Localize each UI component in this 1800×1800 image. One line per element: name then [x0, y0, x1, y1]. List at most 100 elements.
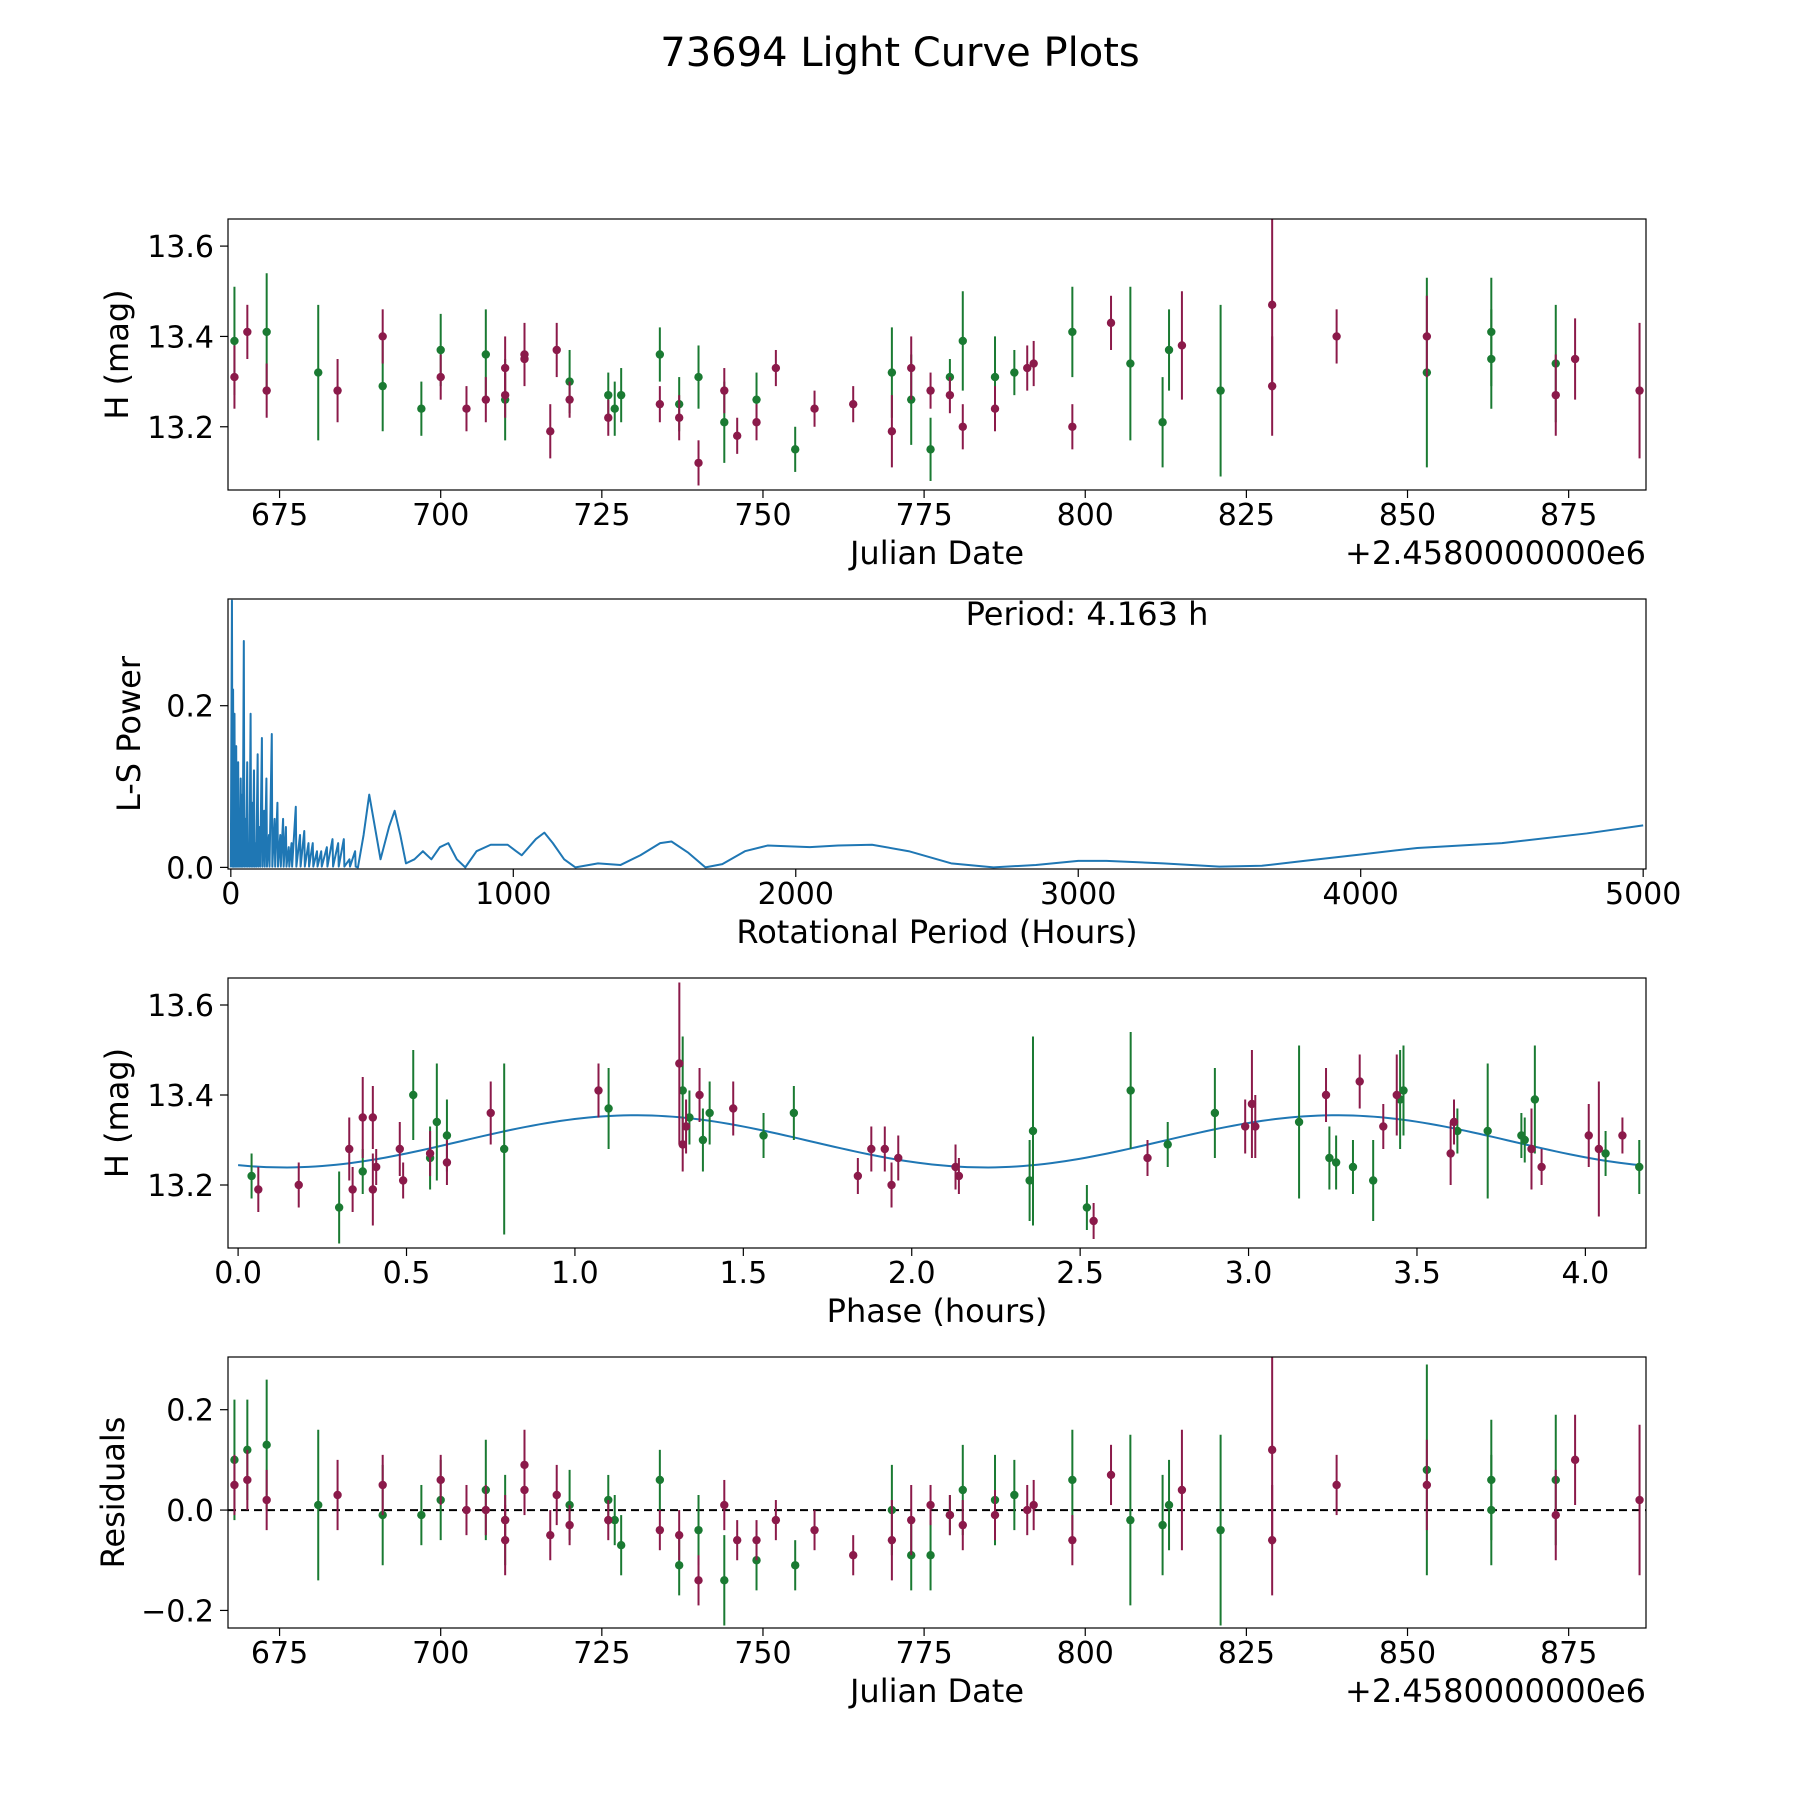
- data-point-maroon: [368, 1113, 378, 1122]
- plot-frame: [227, 1356, 1647, 1629]
- data-point-maroon: [294, 1180, 303, 1190]
- data-point-green: [1028, 1126, 1038, 1136]
- data-point-green: [958, 336, 967, 346]
- data-point-green: [1487, 1505, 1496, 1515]
- data-point-maroon: [552, 345, 561, 355]
- data-point-maroon: [1618, 1131, 1627, 1140]
- data-point-green: [1164, 1500, 1174, 1510]
- data-point-maroon: [1551, 1510, 1560, 1520]
- data-point-maroon: [552, 1490, 561, 1500]
- data-point-maroon: [1029, 1500, 1038, 1510]
- y-tick-label: 0.0: [166, 1494, 214, 1529]
- data-point-green: [1216, 386, 1225, 395]
- period-annotation: Period: 4.163 h: [966, 595, 1209, 633]
- data-point-maroon: [958, 1520, 967, 1530]
- data-point-green: [752, 395, 761, 404]
- x-tick-label: 0: [221, 877, 240, 912]
- data-point-green: [1325, 1153, 1334, 1163]
- x-tick-label: 700: [412, 1636, 469, 1671]
- data-point-maroon: [720, 386, 729, 395]
- data-point-maroon: [1106, 1470, 1116, 1480]
- x-tick-label: 1.5: [719, 1256, 767, 1291]
- data-point-green: [705, 1108, 714, 1118]
- data-point-green: [678, 1086, 687, 1095]
- data-point-maroon: [1267, 300, 1277, 310]
- data-point-maroon: [849, 1551, 858, 1560]
- residuals-panel: 675 700 725 750 775 800 825 850 875 −0.2 0.0 0.2 Jul…: [94, 1356, 1647, 1710]
- x-tick-label: 725: [573, 498, 630, 533]
- data-point-maroon: [565, 395, 574, 404]
- data-point-maroon: [500, 390, 510, 400]
- data-point-maroon: [481, 395, 491, 404]
- data-point-maroon: [500, 1515, 510, 1525]
- y-tick-label: 0.2: [166, 1394, 214, 1429]
- data-point-green: [1158, 1520, 1167, 1530]
- data-point-maroon: [1422, 1480, 1432, 1490]
- data-point-maroon: [945, 1510, 955, 1520]
- data-point-maroon: [1029, 359, 1038, 368]
- data-point-maroon: [333, 386, 342, 395]
- data-point-maroon: [732, 1535, 742, 1545]
- data-point-green: [334, 1203, 344, 1212]
- data-point-green: [1348, 1162, 1358, 1172]
- data-point-green: [1294, 1117, 1304, 1127]
- data-point-maroon: [395, 1144, 404, 1154]
- data-point-green: [378, 381, 387, 391]
- data-point-green: [247, 1171, 256, 1181]
- data-point-maroon: [894, 1153, 903, 1163]
- data-point-maroon: [867, 1144, 876, 1154]
- x-axis-label: Julian Date: [848, 534, 1024, 572]
- data-point-green: [926, 1551, 935, 1560]
- data-point-maroon: [1635, 1495, 1644, 1505]
- data-point-green: [698, 1135, 708, 1145]
- data-point-maroon: [333, 1490, 342, 1500]
- data-point-maroon: [958, 422, 967, 431]
- data-point-maroon: [1267, 1535, 1277, 1545]
- plot-frame: [227, 218, 1647, 491]
- data-point-green: [655, 350, 665, 359]
- x-tick-label: 675: [251, 1636, 308, 1671]
- x-tick-label: 675: [251, 498, 308, 533]
- data-point-maroon: [378, 332, 387, 341]
- x-tick-label: 3000: [1040, 877, 1116, 912]
- data-point-maroon: [1177, 1485, 1187, 1495]
- x-tick-label: 4000: [1323, 877, 1399, 912]
- data-point-maroon: [694, 1576, 703, 1585]
- data-point-green: [358, 1167, 367, 1176]
- data-point-maroon: [546, 1530, 555, 1540]
- y-tick-label: 13.2: [147, 411, 214, 446]
- data-point-maroon: [926, 1500, 935, 1510]
- plot-area: [230, 219, 1644, 486]
- plot-area: [238, 982, 1644, 1244]
- data-point-green: [262, 327, 271, 337]
- data-point-maroon: [1594, 1144, 1604, 1154]
- x-tick-label: 0.5: [383, 1256, 431, 1291]
- x-tick-label: 825: [1218, 1636, 1275, 1671]
- data-point-maroon: [926, 386, 935, 395]
- data-point-maroon: [880, 1144, 889, 1154]
- data-point-maroon: [348, 1185, 357, 1194]
- data-point-maroon: [368, 1185, 378, 1194]
- data-point-green: [314, 1500, 323, 1510]
- data-point-maroon: [990, 404, 1000, 413]
- x-tick-label: 3.5: [1393, 1256, 1441, 1291]
- data-point-maroon: [1267, 1445, 1277, 1455]
- data-point-green: [1126, 1515, 1135, 1525]
- data-point-green: [1010, 368, 1019, 377]
- y-tick-label: 0.2: [166, 690, 214, 725]
- data-point-green: [1483, 1126, 1492, 1136]
- data-point-maroon: [594, 1086, 603, 1095]
- data-point-maroon: [681, 1122, 691, 1131]
- x-tick-label: 2.5: [1056, 1256, 1104, 1291]
- data-point-maroon: [732, 431, 742, 440]
- data-point-green: [1216, 1525, 1225, 1535]
- x-offset-label: +2.4580000000e6: [1345, 534, 1646, 572]
- x-tick-label: 850: [1379, 498, 1436, 533]
- y-tick-label: 13.4: [147, 1079, 214, 1114]
- data-point-maroon: [720, 1500, 729, 1510]
- data-point-green: [720, 1576, 729, 1585]
- data-point-maroon: [1449, 1117, 1459, 1127]
- data-point-maroon: [604, 413, 613, 422]
- data-point-green: [945, 372, 955, 382]
